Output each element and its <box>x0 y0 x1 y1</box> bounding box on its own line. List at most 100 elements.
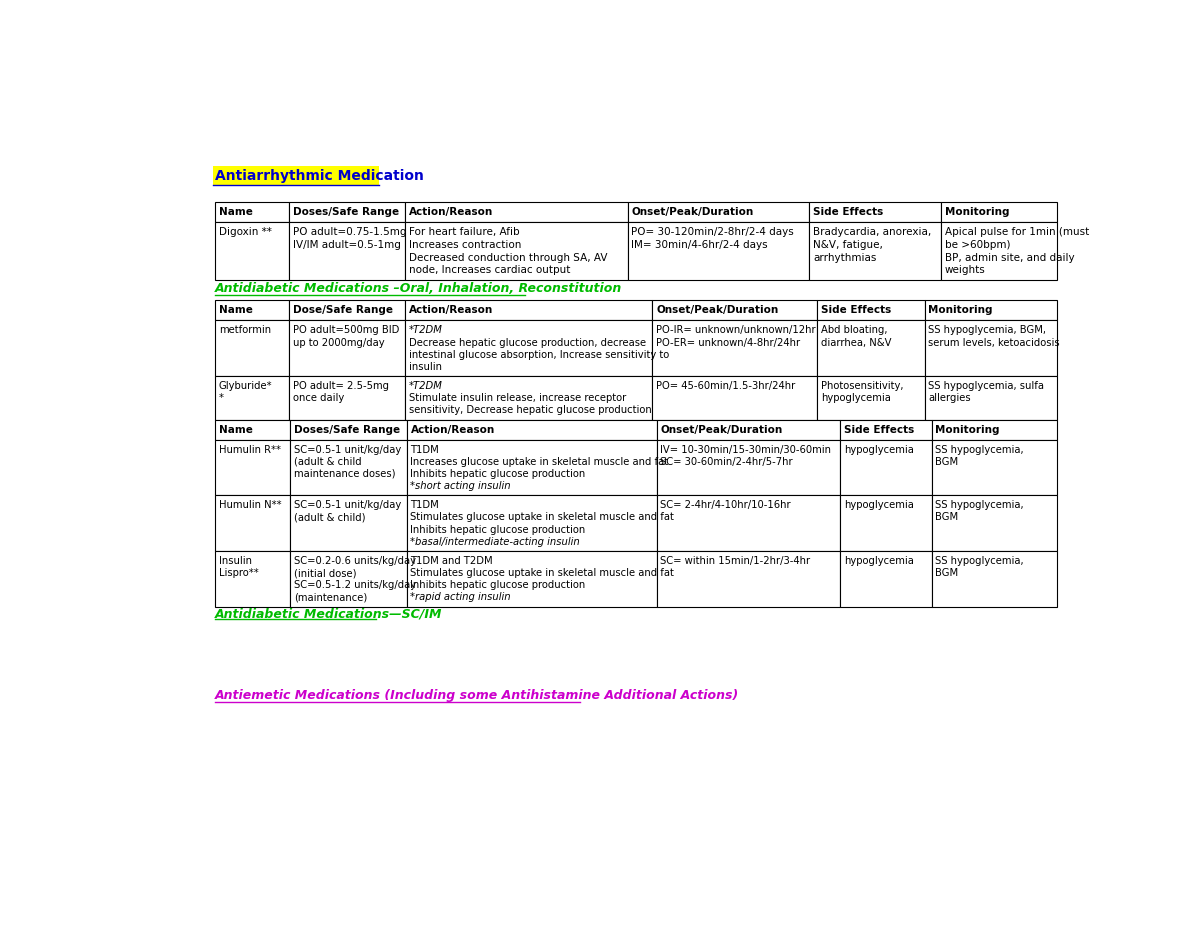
Text: be >60bpm): be >60bpm) <box>944 240 1010 249</box>
Text: Lispro**: Lispro** <box>218 568 258 578</box>
Text: *short acting insulin: *short acting insulin <box>410 481 511 491</box>
Bar <box>290 420 407 439</box>
Bar <box>407 495 656 551</box>
Bar <box>289 222 404 280</box>
Bar <box>404 300 653 321</box>
Bar <box>840 495 931 551</box>
Text: *: * <box>218 393 224 403</box>
Text: Apical pulse for 1min (must: Apical pulse for 1min (must <box>944 227 1090 237</box>
Text: sensitivity, Decrease hepatic glucose production: sensitivity, Decrease hepatic glucose pr… <box>409 405 652 415</box>
Text: T1DM: T1DM <box>410 445 439 454</box>
Bar <box>289 202 404 222</box>
Text: T1DM and T2DM: T1DM and T2DM <box>410 556 493 565</box>
Text: Increases contraction: Increases contraction <box>409 240 521 249</box>
Text: Name: Name <box>218 425 253 435</box>
Text: Onset/Peak/Duration: Onset/Peak/Duration <box>660 425 782 435</box>
Text: PO adult=500mg BID: PO adult=500mg BID <box>293 325 400 336</box>
Text: SS hypoglycemia, BGM,: SS hypoglycemia, BGM, <box>929 325 1046 336</box>
Text: Abd bloating,: Abd bloating, <box>821 325 888 336</box>
Bar <box>628 202 809 222</box>
Text: Digoxin **: Digoxin ** <box>218 227 271 237</box>
Text: BGM: BGM <box>936 568 959 578</box>
Text: Onset/Peak/Duration: Onset/Peak/Duration <box>656 305 779 315</box>
Bar <box>628 222 809 280</box>
Text: (initial dose): (initial dose) <box>294 568 356 578</box>
Text: BGM: BGM <box>936 513 959 523</box>
Text: T1DM: T1DM <box>410 501 439 510</box>
Text: BP, admin site, and daily: BP, admin site, and daily <box>944 252 1074 262</box>
Bar <box>840 551 931 606</box>
Text: PO-ER= unknown/4-8hr/24hr: PO-ER= unknown/4-8hr/24hr <box>656 337 800 348</box>
Text: SS hypoglycemia, sulfa: SS hypoglycemia, sulfa <box>929 381 1044 391</box>
Text: once daily: once daily <box>293 393 344 403</box>
Text: PO= 45-60min/1.5-3hr/24hr: PO= 45-60min/1.5-3hr/24hr <box>656 381 796 391</box>
Text: Decrease hepatic glucose production, decrease: Decrease hepatic glucose production, dec… <box>409 337 646 348</box>
Bar <box>215 551 290 606</box>
Bar <box>656 420 840 439</box>
Text: Bradycardia, anorexia,: Bradycardia, anorexia, <box>812 227 931 237</box>
Bar <box>290 551 407 606</box>
Text: PO= 30-120min/2-8hr/2-4 days: PO= 30-120min/2-8hr/2-4 days <box>631 227 794 237</box>
Text: up to 2000mg/day: up to 2000mg/day <box>293 337 385 348</box>
Text: PO-IR= unknown/unknown/12hr: PO-IR= unknown/unknown/12hr <box>656 325 816 336</box>
Text: metformin: metformin <box>218 325 271 336</box>
Bar <box>215 321 289 376</box>
Text: Inhibits hepatic glucose production: Inhibits hepatic glucose production <box>410 525 586 535</box>
Text: Action/Reason: Action/Reason <box>409 305 493 315</box>
Text: *T2DM: *T2DM <box>409 381 443 391</box>
Text: *basal/intermediate-acting insulin: *basal/intermediate-acting insulin <box>410 537 581 547</box>
Text: SC=0.2-0.6 units/kg/day: SC=0.2-0.6 units/kg/day <box>294 556 416 565</box>
Text: Inhibits hepatic glucose production: Inhibits hepatic glucose production <box>410 580 586 590</box>
Text: PO adult=0.75-1.5mg: PO adult=0.75-1.5mg <box>293 227 407 237</box>
Bar <box>931 420 1057 439</box>
Text: Doses/Safe Range: Doses/Safe Range <box>294 425 400 435</box>
Text: Humulin R**: Humulin R** <box>218 445 281 454</box>
Text: PO adult= 2.5-5mg: PO adult= 2.5-5mg <box>293 381 389 391</box>
Text: Side Effects: Side Effects <box>844 425 914 435</box>
Text: Decreased conduction through SA, AV: Decreased conduction through SA, AV <box>409 252 607 262</box>
Text: Action/Reason: Action/Reason <box>409 207 493 217</box>
Text: Photosensitivity,: Photosensitivity, <box>821 381 904 391</box>
Bar <box>289 300 404 321</box>
Text: allergies: allergies <box>929 393 971 403</box>
Text: hypoglycemia: hypoglycemia <box>844 556 913 565</box>
Text: SC= within 15min/1-2hr/3-4hr: SC= within 15min/1-2hr/3-4hr <box>660 556 811 565</box>
Bar <box>215 420 290 439</box>
Text: Name: Name <box>218 305 253 315</box>
Text: *rapid acting insulin: *rapid acting insulin <box>410 592 511 603</box>
Text: SC=0.5-1.2 units/kg/day: SC=0.5-1.2 units/kg/day <box>294 580 416 590</box>
Text: IV= 10-30min/15-30min/30-60min: IV= 10-30min/15-30min/30-60min <box>660 445 832 454</box>
Bar <box>215 202 289 222</box>
Text: Humulin N**: Humulin N** <box>218 501 282 510</box>
Text: Name: Name <box>218 207 253 217</box>
Bar <box>931 495 1057 551</box>
Bar <box>215 222 289 280</box>
Text: Glyburide*: Glyburide* <box>218 381 272 391</box>
Bar <box>656 551 840 606</box>
Text: SC= 30-60min/2-4hr/5-7hr: SC= 30-60min/2-4hr/5-7hr <box>660 457 793 466</box>
Text: node, Increases cardiac output: node, Increases cardiac output <box>409 265 570 275</box>
Text: Increases glucose uptake in skeletal muscle and fat: Increases glucose uptake in skeletal mus… <box>410 457 668 466</box>
Text: Insulin: Insulin <box>218 556 252 565</box>
Text: *T2DM: *T2DM <box>409 325 443 336</box>
Bar <box>656 439 840 495</box>
Text: weights: weights <box>944 265 985 275</box>
Text: diarrhea, N&V: diarrhea, N&V <box>821 337 892 348</box>
Text: Monitoring: Monitoring <box>944 207 1009 217</box>
Text: Inhibits hepatic glucose production: Inhibits hepatic glucose production <box>410 469 586 479</box>
Bar <box>925 376 1057 420</box>
Bar <box>809 202 941 222</box>
Bar <box>407 439 656 495</box>
Text: Side Effects: Side Effects <box>812 207 883 217</box>
Text: (adult & child: (adult & child <box>294 457 361 466</box>
Text: BGM: BGM <box>936 457 959 466</box>
Text: SS hypoglycemia,: SS hypoglycemia, <box>936 501 1024 510</box>
Text: SC= 2-4hr/4-10hr/10-16hr: SC= 2-4hr/4-10hr/10-16hr <box>660 501 791 510</box>
Bar <box>404 321 653 376</box>
Text: Stimulate insulin release, increase receptor: Stimulate insulin release, increase rece… <box>409 393 626 403</box>
Bar <box>840 439 931 495</box>
FancyBboxPatch shape <box>214 166 379 184</box>
Text: Stimulates glucose uptake in skeletal muscle and fat: Stimulates glucose uptake in skeletal mu… <box>410 568 674 578</box>
Bar <box>817 376 925 420</box>
Text: hypoglycemia: hypoglycemia <box>821 393 892 403</box>
